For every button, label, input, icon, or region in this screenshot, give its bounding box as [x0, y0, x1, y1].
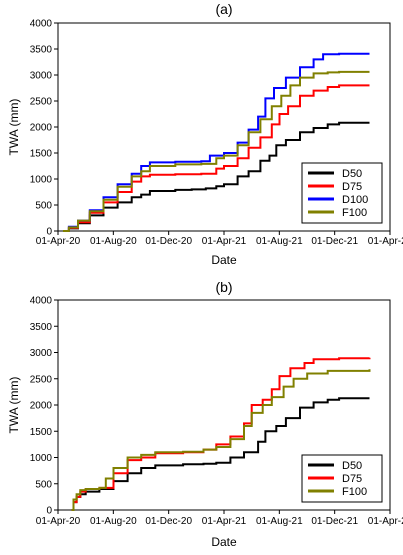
y-tick-label: 500 — [35, 201, 52, 212]
legend-label-d75: D75 — [342, 181, 362, 193]
x-tick-label: 01-Apr-20 — [36, 236, 81, 247]
y-tick-label: 0 — [46, 227, 52, 238]
series-line-f100 — [63, 70, 370, 232]
y-axis-label: TWA (mm) — [7, 377, 21, 434]
y-tick-label: 1500 — [30, 149, 53, 160]
x-tick-label: 01-Apr-21 — [202, 236, 247, 247]
chart-panel-1: (a) 0 500 1000 1500 2000 2500 3000 3500 4000 01-Ap… — [7, 1, 403, 267]
y-tick-label: 1500 — [30, 427, 53, 438]
chart-title: (a) — [215, 1, 232, 17]
chart-title: (b) — [215, 279, 232, 295]
y-axis-label: TWA (mm) — [7, 99, 21, 156]
y-tick-label: 2500 — [30, 374, 53, 385]
series-line-f100 — [71, 369, 371, 511]
x-tick-label: 01-Dec-20 — [145, 516, 192, 527]
x-tick-label: 01-Apr-22 — [368, 236, 403, 247]
legend-label-d100: D100 — [342, 194, 368, 206]
x-axis-label: Date — [211, 535, 237, 549]
legend-label-d50: D50 — [342, 460, 362, 472]
y-tick-label: 3500 — [30, 45, 53, 56]
legend-label-f100: F100 — [342, 486, 367, 498]
y-tick-label: 3500 — [30, 322, 53, 333]
y-tick-label: 4000 — [30, 19, 53, 30]
x-tick-label: 01-Apr-22 — [368, 516, 403, 527]
x-tick-label: 01-Aug-21 — [256, 516, 303, 527]
x-tick-label: 01-Dec-20 — [145, 236, 192, 247]
y-tick-label: 1000 — [30, 453, 53, 464]
x-tick-label: 01-Apr-20 — [36, 516, 81, 527]
chart-panel-2: (b) 0 500 1000 1500 2000 2500 3000 3500 4000 01-Ap… — [7, 279, 403, 549]
x-tick-label: 01-Dec-21 — [311, 236, 358, 247]
x-tick-label: 01-Aug-20 — [90, 236, 137, 247]
y-tick-label: 2000 — [30, 401, 53, 412]
series-line-d50 — [71, 397, 370, 511]
y-tick-label: 0 — [46, 506, 52, 517]
legend-label-f100: F100 — [342, 207, 367, 219]
x-tick-label: 01-Dec-21 — [311, 516, 358, 527]
y-tick-label: 3000 — [30, 348, 53, 359]
legend-label-d50: D50 — [342, 168, 362, 180]
x-tick-label: 01-Aug-21 — [256, 236, 303, 247]
y-tick-label: 4000 — [30, 296, 53, 307]
y-tick-label: 2000 — [30, 123, 53, 134]
y-tick-label: 500 — [35, 479, 52, 490]
y-tick-label: 1000 — [30, 175, 53, 186]
y-tick-label: 2500 — [30, 97, 53, 108]
legend-label-d75: D75 — [342, 473, 362, 485]
x-tick-label: 01-Aug-20 — [90, 516, 137, 527]
x-axis-label: Date — [211, 253, 237, 267]
x-tick-label: 01-Apr-21 — [202, 516, 247, 527]
y-tick-label: 3000 — [30, 71, 53, 82]
